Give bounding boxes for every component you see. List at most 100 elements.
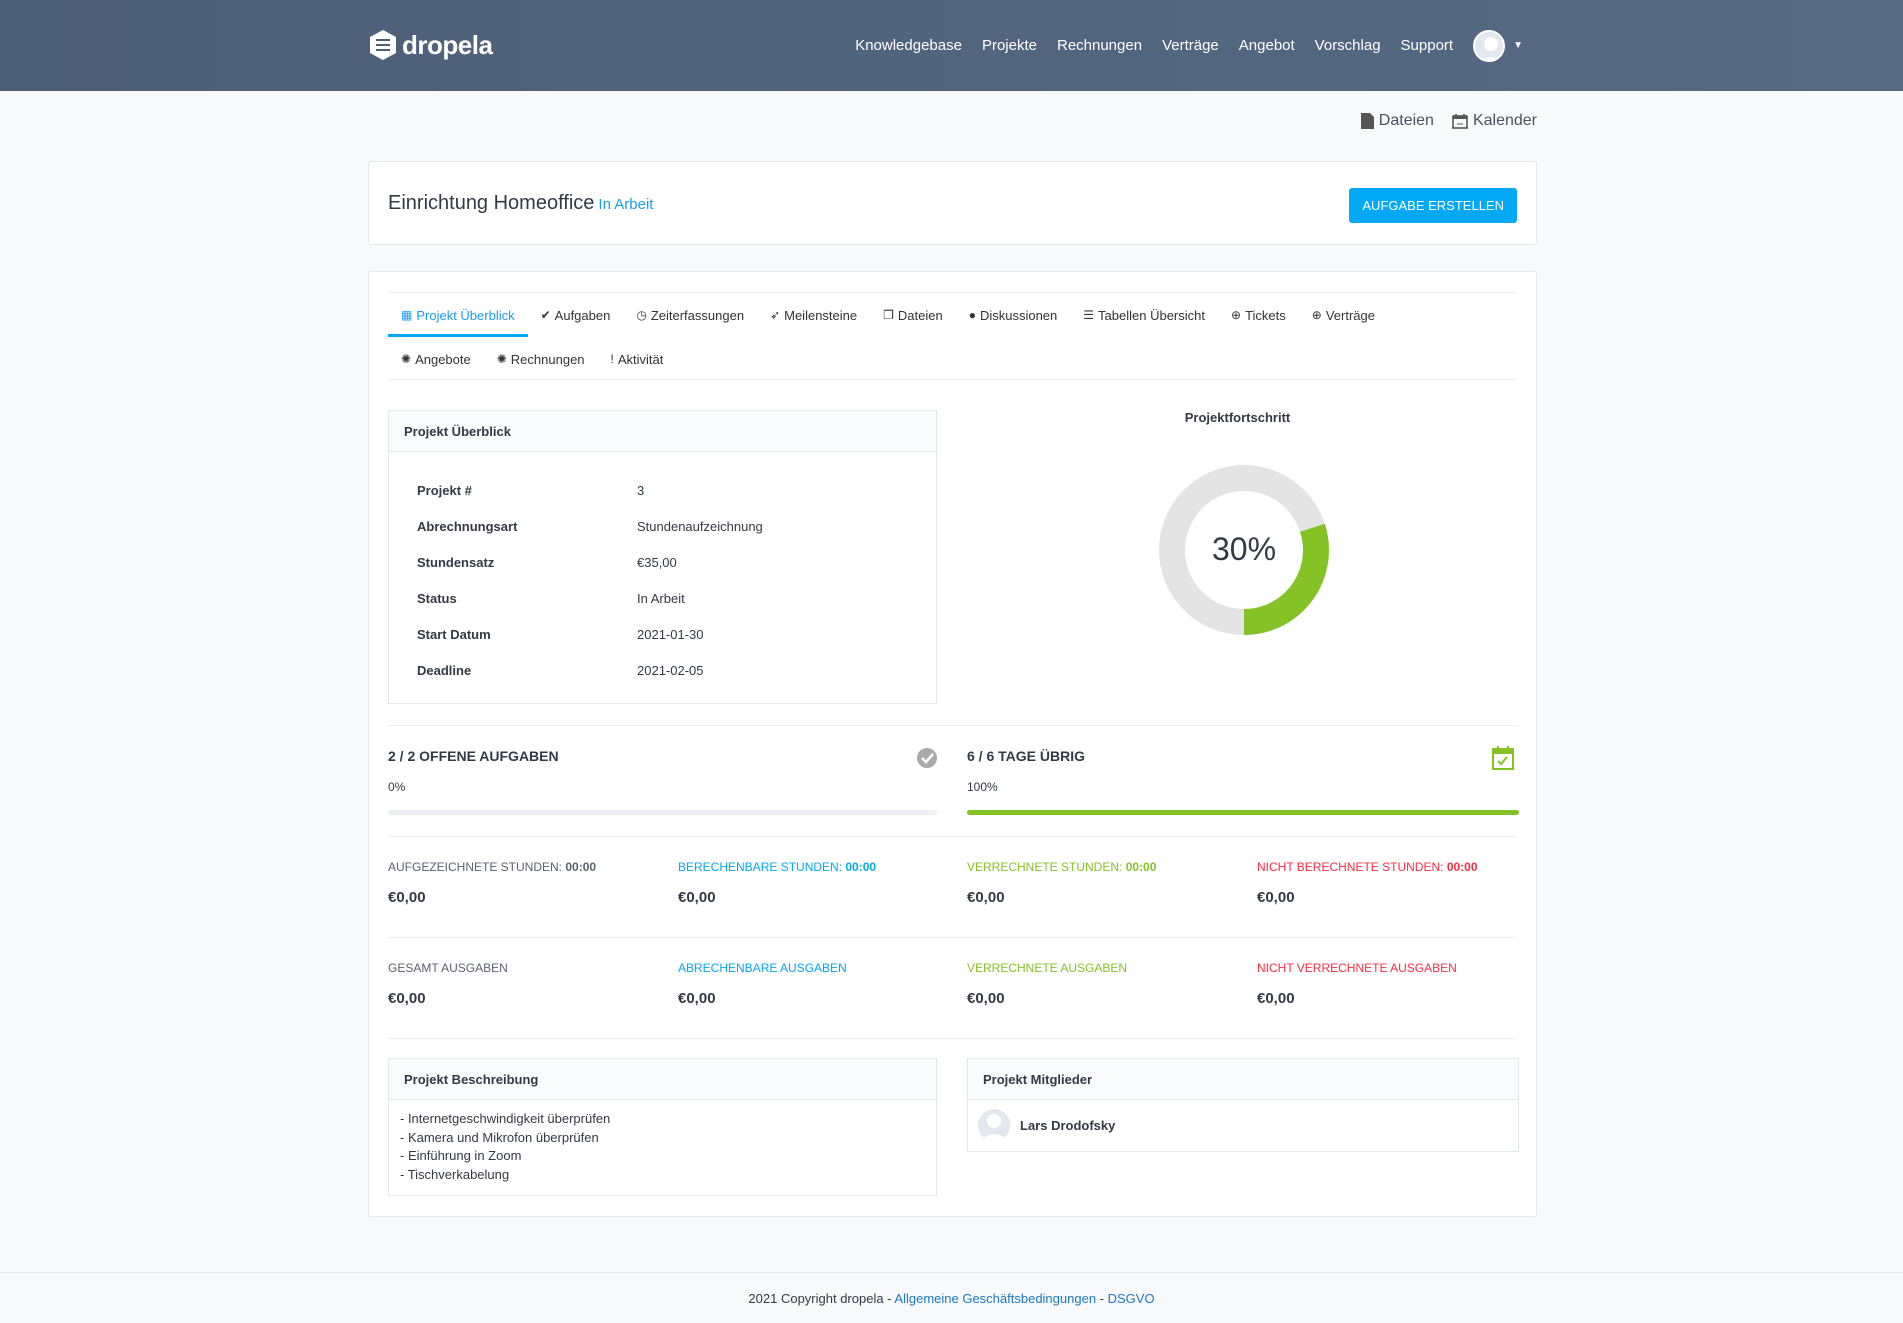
tab-label: Aufgaben <box>554 307 611 323</box>
row-label: Status <box>417 590 457 606</box>
tab-1[interactable]: ✔ Aufgaben <box>528 293 624 337</box>
divider <box>388 1038 1517 1039</box>
stat-label: AUFGEZEICHNETE STUNDEN: 00:00 <box>388 860 596 874</box>
table-row: Abrechnungsart Stundenaufzeichnung <box>409 508 916 544</box>
row-value: In Arbeit <box>637 590 685 606</box>
tab-label: Projekt Überblick <box>416 307 515 323</box>
calendar-icon <box>1452 114 1468 129</box>
create-task-button[interactable]: AUFGABE ERSTELLEN <box>1349 188 1517 223</box>
files-label: Dateien <box>1378 112 1434 129</box>
expense-value: €0,00 <box>388 990 426 1007</box>
table-row: Projekt # 3 <box>409 472 916 508</box>
nav-link[interactable]: Knowledgebase <box>855 37 962 54</box>
expense-value: €0,00 <box>678 990 716 1007</box>
check-circle-icon: ✔ <box>540 308 551 322</box>
tab-label: Zeiterfassungen <box>650 307 745 323</box>
calendar-label: Kalender <box>1472 112 1537 129</box>
table-row: Deadline 2021-02-05 <box>409 652 916 688</box>
calendar-link[interactable]: Kalender <box>1452 112 1537 130</box>
top-navbar: dropela Knowledgebase Projekte Rechnungen V… <box>0 0 1903 91</box>
tab-6[interactable]: ☰ Tabellen Übersicht <box>1070 293 1218 337</box>
tasks-progress-bar <box>388 810 937 815</box>
tab-label: Rechnungen <box>510 351 585 367</box>
stat-time: 00:00 <box>565 860 597 874</box>
terms-link[interactable]: Allgemeine Geschäftsbedingungen <box>894 1291 1097 1306</box>
nav-link[interactable]: Verträge <box>1162 37 1219 54</box>
tab-label: Aktivität <box>617 351 664 367</box>
stat-name: BERECHENBARE STUNDEN: <box>678 860 843 874</box>
nav-link[interactable]: Projekte <box>981 37 1037 54</box>
comment-icon: ● <box>968 308 976 322</box>
tab-8[interactable]: ⊕ Verträge <box>1299 293 1388 337</box>
tab-2[interactable]: ◷ Zeiterfassungen <box>623 293 757 337</box>
tab-label: Tickets <box>1245 307 1286 323</box>
dropela-logo-icon <box>370 30 396 60</box>
stat-label: NICHT BERECHNETE STUNDEN: 00:00 <box>1257 860 1478 874</box>
nav-link[interactable]: Vorschlag <box>1314 37 1381 54</box>
member-item[interactable]: Lars Drodofsky <box>968 1100 1518 1150</box>
description-line: - Kamera und Mikrofon überprüfen <box>400 1129 599 1145</box>
grid-icon: ▦ <box>401 308 413 322</box>
expense-label: GESAMT AUSGABEN <box>388 961 508 975</box>
file-icon <box>1360 113 1374 129</box>
copyright-text: 2021 Copyright dropela - <box>748 1291 895 1306</box>
tab-10[interactable]: ✺ Rechnungen <box>484 337 598 381</box>
divider <box>388 725 1517 726</box>
row-label: Projekt # <box>417 482 472 498</box>
tab-label: Verträge <box>1325 307 1375 323</box>
row-label: Abrechnungsart <box>417 518 518 534</box>
expense-label: VERRECHNETE AUSGABEN <box>967 961 1128 975</box>
stat-value: €0,00 <box>678 889 716 906</box>
user-avatar[interactable] <box>1473 29 1506 62</box>
tab-11[interactable]: ! Aktivität <box>598 337 677 381</box>
description-line: - Einführung in Zoom <box>400 1148 522 1163</box>
tab-3[interactable]: ➶ Meilensteine <box>757 293 870 337</box>
status-badge: In Arbeit <box>598 196 654 213</box>
description-line: - Tischverkabelung <box>400 1166 510 1182</box>
tab-label: Diskussionen <box>979 307 1058 323</box>
table-row: Status In Arbeit <box>409 580 916 616</box>
stat-label: BERECHENBARE STUNDEN: 00:00 <box>678 860 876 874</box>
progress-percent-label: 30% <box>1212 531 1276 567</box>
tab-9[interactable]: ✺ Angebote <box>388 337 484 381</box>
tab-7[interactable]: ⊕ Tickets <box>1218 293 1299 337</box>
tab-5[interactable]: ● Diskussionen <box>956 293 1071 337</box>
nav-link[interactable]: Angebot <box>1238 37 1295 54</box>
divider <box>388 937 1517 938</box>
days-progress-bar <box>967 810 1519 815</box>
list-icon: ☰ <box>1083 308 1095 322</box>
calendar-check-icon <box>1492 746 1514 770</box>
panel-title: Projekt Mitglieder <box>968 1059 1518 1100</box>
project-description-panel: Projekt Beschreibung - Internetgeschwind… <box>388 1058 937 1196</box>
project-overview-panel: Projekt Überblick Projekt # 3 Abrechnungsa… <box>388 410 937 704</box>
expense-label: ABRECHENBARE AUSGABEN <box>678 961 847 975</box>
row-value: 3 <box>637 482 645 498</box>
chevron-down-icon[interactable]: ▼ <box>1513 40 1523 51</box>
project-main-card: ▦ Projekt Überblick ✔ Aufgaben ◷ Zeiterfassun… <box>368 271 1537 1217</box>
member-name: Lars Drodofsky <box>1020 1117 1116 1133</box>
days-progress-fill <box>967 810 1519 815</box>
row-label: Start Datum <box>417 626 491 642</box>
overview-table: Projekt # 3 Abrechnungsart Stundenaufzeichn… <box>409 472 916 688</box>
nav-link[interactable]: Support <box>1400 37 1454 54</box>
check-circle-icon <box>917 748 937 768</box>
stat-value: €0,00 <box>967 889 1005 906</box>
privacy-link[interactable]: DSGVO <box>1107 1291 1155 1306</box>
stat-name: VERRECHNETE STUNDEN: <box>967 860 1123 874</box>
logo[interactable]: dropela <box>368 28 493 62</box>
expense-value: €0,00 <box>967 990 1005 1007</box>
nav-link[interactable]: Rechnungen <box>1056 37 1143 54</box>
footer: 2021 Copyright dropela - Allgemeine Gesc… <box>0 1272 1903 1306</box>
brand-name: dropela <box>402 29 493 60</box>
lifebuoy-icon: ⊕ <box>1311 308 1322 322</box>
row-label: Stundensatz <box>417 554 495 570</box>
tab-4[interactable]: ❐ Dateien <box>870 293 956 337</box>
expense-value: €0,00 <box>1257 990 1295 1007</box>
tab-label: Angebote <box>415 351 471 367</box>
tab-label: Dateien <box>897 307 943 323</box>
tab-0[interactable]: ▦ Projekt Überblick <box>388 293 528 337</box>
stat-value: €0,00 <box>388 889 426 906</box>
top-links: Dateien Kalender <box>1360 112 1537 130</box>
files-link[interactable]: Dateien <box>1360 112 1434 130</box>
files-icon: ❐ <box>883 308 894 322</box>
